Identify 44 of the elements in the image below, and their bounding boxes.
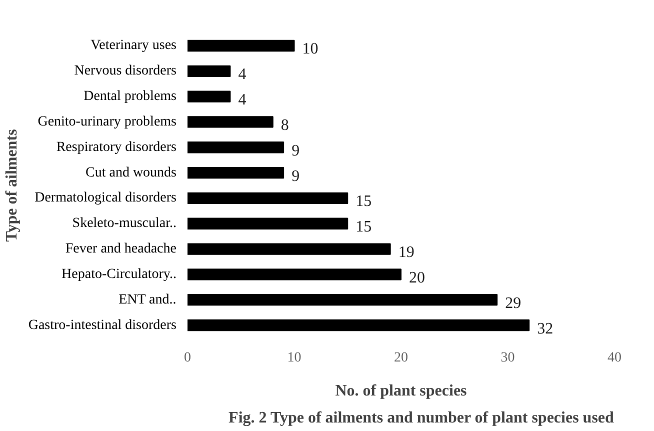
x-tick-label: 10 xyxy=(287,350,302,366)
data-label: 20 xyxy=(409,269,425,286)
data-label: 15 xyxy=(356,193,372,210)
bar xyxy=(188,192,348,204)
y-tick-label: Veterinary uses xyxy=(90,38,177,54)
y-tick-label: Dental problems xyxy=(84,89,176,104)
data-label: 4 xyxy=(238,92,246,109)
bar xyxy=(188,294,498,306)
y-tick-label: Nervous disorders xyxy=(74,64,177,79)
y-tick-label: Cut and wounds xyxy=(86,165,176,180)
bar xyxy=(188,218,348,230)
x-axis-title: No. of plant species xyxy=(335,382,467,400)
bar xyxy=(188,116,274,128)
bar xyxy=(188,243,391,255)
data-label: 9 xyxy=(292,142,300,160)
x-tick-label: 0 xyxy=(184,350,191,366)
data-label: 29 xyxy=(505,294,522,312)
bar xyxy=(188,319,530,332)
y-tick-label: Respiratory disorders xyxy=(56,140,177,155)
y-tick-label: Skeleto-muscular.. xyxy=(72,216,177,232)
data-label: 19 xyxy=(398,244,414,262)
y-tick-label: Gastro-intestinal disorders xyxy=(28,318,177,333)
bar xyxy=(188,90,231,102)
data-label: 32 xyxy=(537,320,554,338)
bar xyxy=(188,142,284,154)
data-label: 15 xyxy=(356,218,372,236)
caption: Fig. 2 Type of ailments and number of plant species used xyxy=(228,410,614,426)
bar xyxy=(188,268,402,280)
y-axis-title: Type of ailments xyxy=(3,129,20,242)
y-tick-label: Hepato-Circulatory.. xyxy=(62,266,177,282)
x-tick-label: 40 xyxy=(608,350,622,366)
data-label: 4 xyxy=(238,66,246,84)
bar xyxy=(188,40,295,52)
y-tick-label: ENT and.. xyxy=(118,292,176,308)
x-tick-label: 20 xyxy=(394,350,408,366)
y-tick-label: Dermatological disorders xyxy=(34,190,177,206)
data-label: 8 xyxy=(280,116,289,134)
data-label: 10 xyxy=(302,40,318,58)
bar xyxy=(188,65,231,77)
bar xyxy=(188,166,284,179)
data-label: 9 xyxy=(292,168,300,185)
y-tick-label: Genito-urinary problems xyxy=(38,114,176,130)
x-tick-label: 30 xyxy=(500,350,515,366)
y-tick-label: Fever and headache xyxy=(65,242,177,257)
